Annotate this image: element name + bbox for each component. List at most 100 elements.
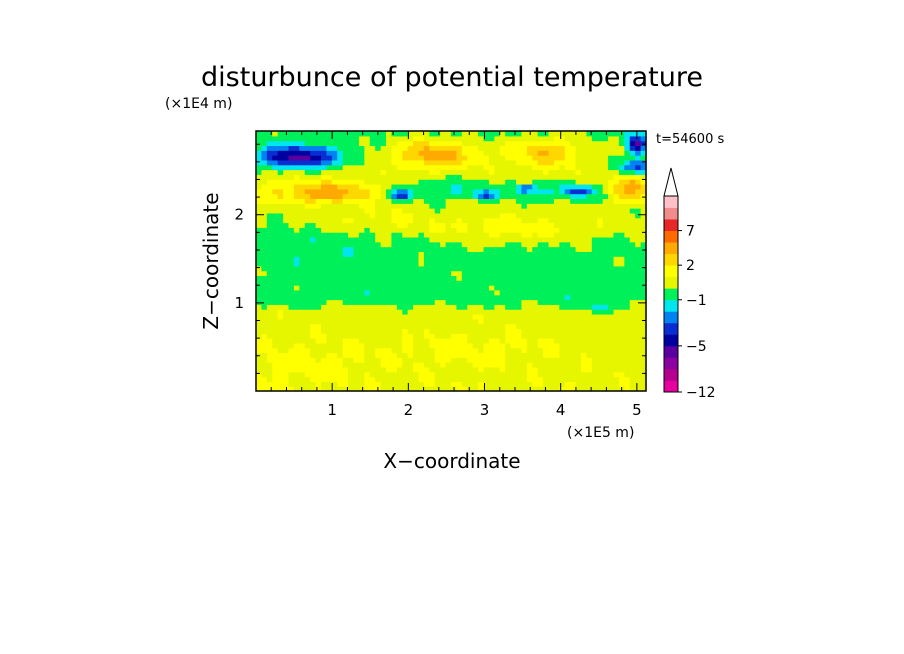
heatmap-cell (608, 145, 615, 151)
heatmap-cell (272, 236, 279, 243)
heatmap-cell (461, 342, 468, 349)
heatmap-cell (266, 212, 273, 219)
heatmap-cell (461, 135, 468, 142)
heatmap-cell (402, 280, 409, 286)
heatmap-cell (451, 159, 458, 166)
heatmap-cell (429, 174, 436, 180)
heatmap-cell (537, 150, 544, 156)
heatmap-cell (543, 174, 550, 180)
heatmap-cell (440, 232, 447, 238)
heatmap-cell (407, 155, 414, 161)
heatmap-cell (461, 155, 468, 161)
heatmap-cell (608, 150, 615, 156)
heatmap-cell (564, 342, 571, 349)
heatmap-cell (337, 131, 344, 137)
heatmap-cell (548, 188, 555, 195)
heatmap-cell (499, 145, 506, 151)
heatmap-cell (608, 270, 615, 277)
heatmap-cell (402, 366, 409, 373)
heatmap-cell (364, 159, 371, 166)
heatmap-cell (624, 227, 631, 233)
heatmap-cell (434, 174, 441, 180)
heatmap-cell (467, 183, 474, 190)
heatmap-cell (407, 323, 414, 329)
heatmap-cell (586, 371, 593, 378)
heatmap-cell (586, 150, 593, 156)
heatmap-cell (505, 285, 512, 291)
heatmap-cell (548, 217, 555, 224)
heatmap-cell (423, 328, 430, 334)
heatmap-cell (478, 227, 485, 233)
heatmap-cell (613, 198, 620, 204)
heatmap-cell (526, 313, 533, 320)
heatmap-cell (499, 352, 506, 358)
heatmap-cell (559, 299, 566, 305)
heatmap-cell (304, 371, 311, 378)
heatmap-cell (629, 174, 636, 180)
heatmap-cell (391, 313, 398, 320)
heatmap-cell (310, 381, 317, 387)
heatmap-cell (315, 188, 322, 195)
heatmap-cell (537, 135, 544, 142)
heatmap-cell (526, 140, 533, 147)
heatmap-cell (272, 193, 279, 199)
heatmap-cell (537, 140, 544, 147)
heatmap-cell (331, 270, 338, 277)
heatmap-cell (532, 352, 539, 358)
heatmap-cell (288, 299, 295, 305)
heatmap-cell (526, 251, 533, 257)
heatmap-cell (516, 299, 523, 305)
heatmap-cell (618, 309, 625, 315)
heatmap-cell (624, 376, 631, 382)
heatmap-cell (467, 309, 474, 315)
heatmap-cell (423, 155, 430, 161)
heatmap-cell (548, 313, 555, 320)
heatmap-cell (266, 352, 273, 358)
heatmap-cell (451, 232, 458, 238)
heatmap-cell (499, 342, 506, 349)
heatmap-cell (288, 208, 295, 214)
heatmap-cell (321, 188, 328, 195)
heatmap-cell (499, 179, 506, 185)
heatmap-cell (467, 275, 474, 281)
heatmap-cell (478, 188, 485, 195)
heatmap-cell (581, 357, 588, 363)
heatmap-cell (510, 265, 517, 272)
heatmap-cell (581, 236, 588, 243)
heatmap-cell (342, 251, 349, 257)
heatmap-cell (326, 313, 333, 320)
heatmap-cell (483, 347, 490, 354)
heatmap-cell (618, 323, 625, 329)
heatmap-cell (445, 183, 452, 190)
heatmap-cell (591, 347, 598, 354)
heatmap-cell (272, 217, 279, 224)
heatmap-cell (440, 261, 447, 267)
heatmap-cell (640, 294, 647, 301)
heatmap-cell (418, 318, 425, 325)
heatmap-cell (521, 256, 528, 262)
heatmap-cell (413, 246, 420, 252)
heatmap-cell (613, 270, 620, 277)
heatmap-cell (402, 313, 409, 320)
heatmap-cell (640, 275, 647, 281)
heatmap-cell (483, 357, 490, 363)
heatmap-cell (402, 198, 409, 204)
heatmap-cell (413, 227, 420, 233)
heatmap-cell (602, 261, 609, 267)
heatmap-cell (369, 352, 376, 358)
heatmap-cell (591, 131, 598, 137)
heatmap-cell (451, 381, 458, 387)
heatmap-cell (315, 313, 322, 320)
heatmap-cell (256, 294, 263, 301)
heatmap-cell (532, 251, 539, 257)
heatmap-cell (516, 169, 523, 175)
heatmap-cell (488, 145, 495, 151)
heatmap-cell (499, 328, 506, 334)
heatmap-cell (532, 318, 539, 325)
heatmap-cell (321, 309, 328, 315)
heatmap-cell (364, 203, 371, 209)
heatmap-cell (613, 256, 620, 262)
heatmap-cell (429, 193, 436, 199)
heatmap-cell (315, 140, 322, 147)
heatmap-cell (402, 309, 409, 315)
